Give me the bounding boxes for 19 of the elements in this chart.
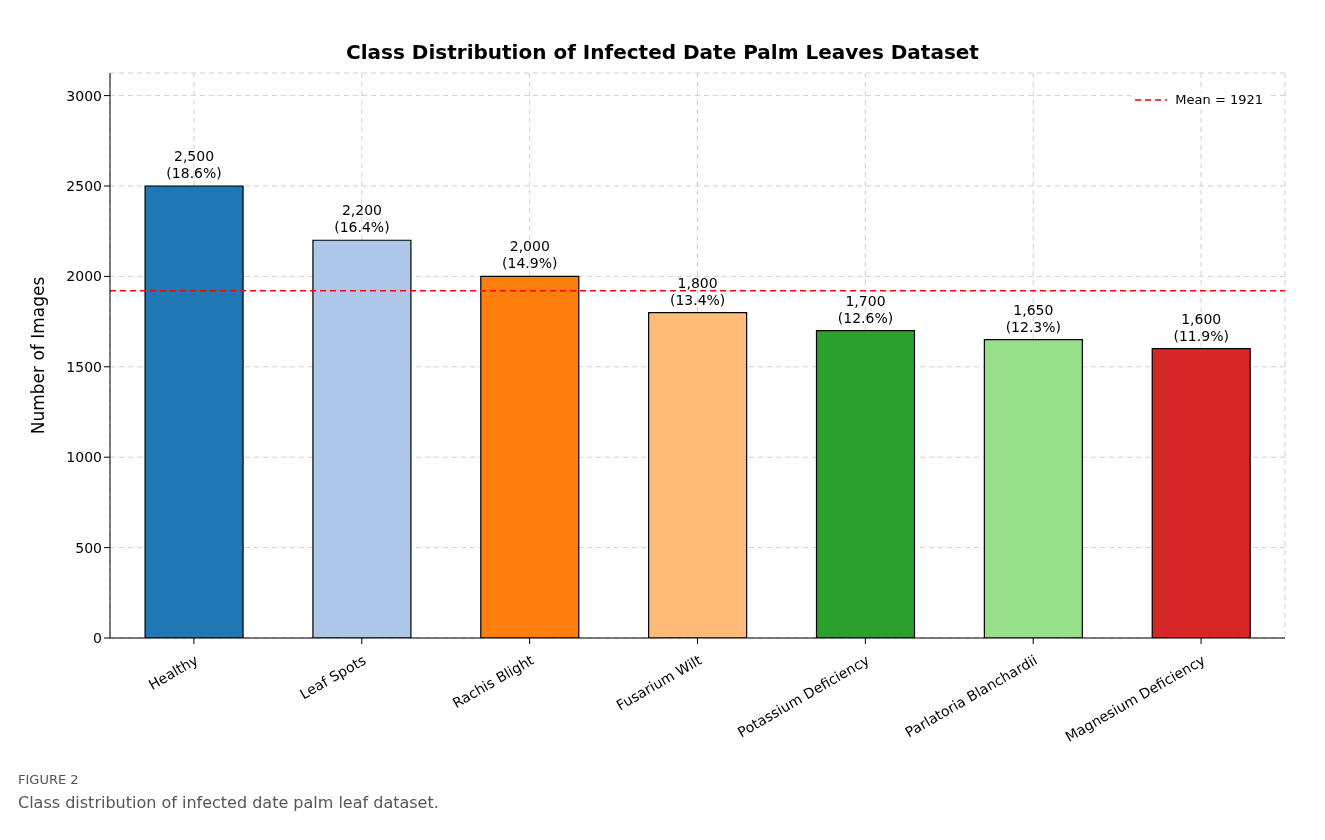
legend-label: Mean = 1921 [1175, 92, 1263, 107]
y-tick-label: 2500 [66, 177, 102, 194]
y-tick-label: 3000 [66, 87, 102, 104]
chart-title: Class Distribution of Infected Date Palm Leaves Dataset [345, 40, 980, 64]
y-tick-label: 1500 [66, 358, 102, 375]
y-axis-title: Number of Images [28, 276, 49, 435]
data-label: 1,700 (12.6%) [837, 292, 894, 326]
y-tick-label: 1000 [66, 449, 102, 466]
y-tick-label: 2000 [66, 268, 102, 285]
caption: FIGURE 2 [18, 772, 80, 787]
y-tick-label: 500 [75, 539, 102, 556]
data-label: 1,600 (11.9%) [1173, 310, 1229, 344]
data-label: 1,800 (13.4%) [669, 274, 726, 308]
data-label: 2,000 (14.9%) [502, 238, 558, 272]
data-label: 2,200 (16.4%) [334, 202, 390, 236]
data-label: 2,500 (18.6%) [166, 148, 222, 181]
y-tick-label: 0 [93, 629, 102, 646]
data-label: 1,650 (12.3%) [1005, 301, 1062, 335]
text: Class distribution of infected date palm leaf dataset. [18, 793, 439, 812]
